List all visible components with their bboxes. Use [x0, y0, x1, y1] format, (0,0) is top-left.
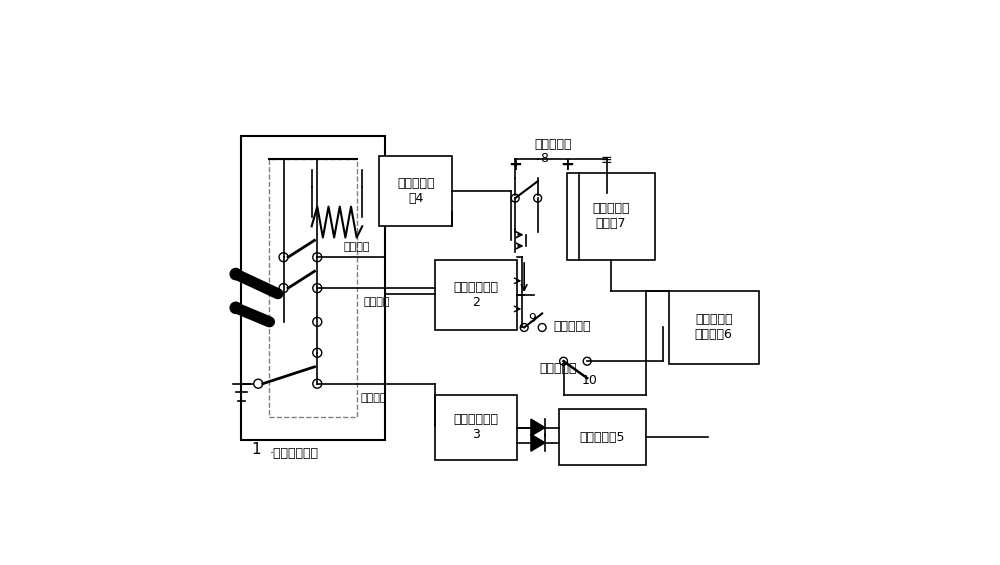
Text: 停车控制: 停车控制: [360, 393, 387, 403]
Text: 1: 1: [252, 442, 261, 457]
Text: 停车电磁阀5: 停车电磁阀5: [580, 431, 625, 444]
FancyBboxPatch shape: [559, 409, 646, 465]
Text: 停车控制模块
3: 停车控制模块 3: [454, 413, 499, 441]
FancyBboxPatch shape: [567, 173, 655, 260]
Text: 飞行控制: 飞行控制: [343, 242, 370, 252]
Text: 9: 9: [529, 312, 537, 325]
Text: 第三接触器: 第三接触器: [539, 363, 577, 376]
Polygon shape: [531, 434, 545, 451]
Text: ≡: ≡: [601, 154, 613, 167]
Text: 慢车控制: 慢车控制: [363, 297, 390, 307]
FancyBboxPatch shape: [379, 156, 452, 226]
Text: 起动控制模块
2: 起动控制模块 2: [454, 281, 499, 309]
FancyBboxPatch shape: [435, 260, 517, 331]
Text: 第一接触器: 第一接触器: [535, 137, 572, 150]
Polygon shape: [531, 419, 545, 436]
FancyBboxPatch shape: [241, 136, 385, 440]
Text: 10: 10: [582, 373, 598, 386]
Text: 旋翼刹车控
制装置7: 旋翼刹车控 制装置7: [592, 202, 630, 231]
Text: 发动机起动
点火装置6: 发动机起动 点火装置6: [695, 314, 733, 341]
Text: 8: 8: [540, 151, 548, 164]
Text: 转速控制模
块4: 转速控制模 块4: [397, 177, 434, 205]
Text: +: +: [561, 156, 574, 174]
Text: ·起动控制开关: ·起动控制开关: [269, 447, 318, 460]
FancyBboxPatch shape: [435, 395, 517, 459]
FancyBboxPatch shape: [669, 291, 759, 364]
Text: +: +: [508, 156, 522, 174]
Text: 第二接触器: 第二接触器: [553, 320, 591, 333]
